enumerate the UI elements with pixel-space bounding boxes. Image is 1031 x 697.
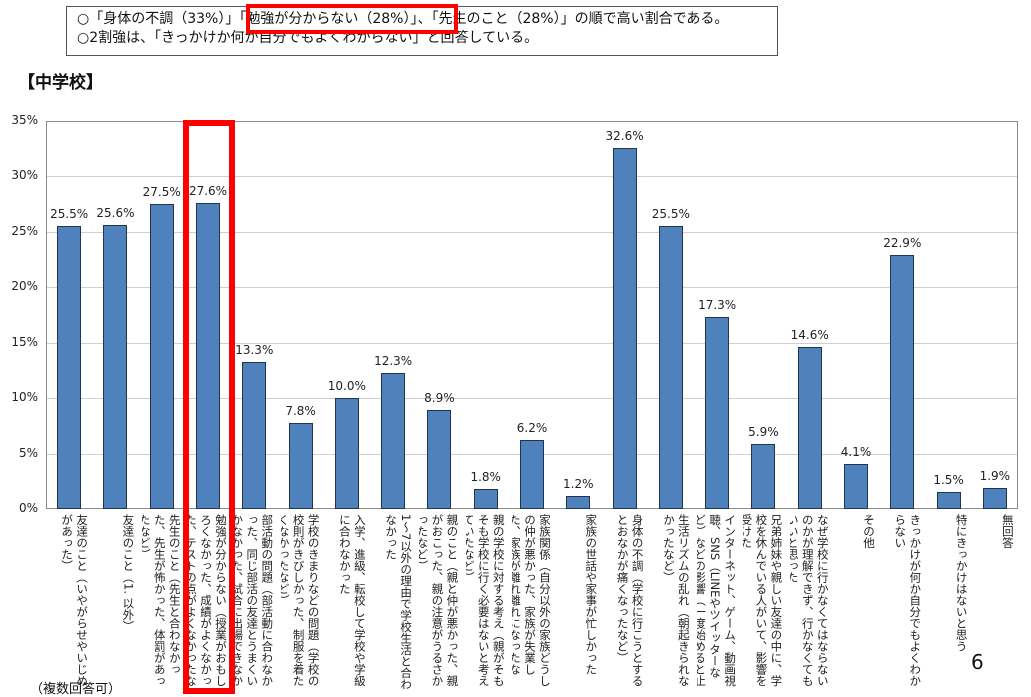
bar (103, 225, 128, 509)
bar-value-label: 22.9% (883, 236, 922, 251)
bar-value-label: 27.6% (188, 184, 228, 199)
bar (334, 398, 359, 509)
gridline (47, 231, 1017, 233)
category-label: その他 (862, 514, 876, 549)
y-tick-label: 5% (18, 445, 38, 460)
bar-value-label: 25.6% (96, 206, 135, 221)
category-label: 兄弟姉妹や親しい友達の中に、学校を休んでいる人がいて、影響を受けた (743, 514, 784, 687)
bar-value-label: 4.1% (840, 444, 872, 459)
bar-value-label: 13.3% (235, 342, 274, 357)
bar-value-label: 27.5% (142, 185, 181, 200)
bar-value-label: 5.9% (748, 424, 779, 439)
bar-value-label: 14.6% (790, 328, 829, 343)
category-label: 学校のきまりなどの問題（学校の校則がきびしかった、制服を着たくなかったなど） (280, 514, 321, 687)
y-tick-label: 35% (11, 113, 38, 127)
category-label: インターネット、ゲーム、動画視聴、SNS（LINEやツイッターなど）などの影響（… (697, 514, 738, 687)
bar-value-label: 7.8% (285, 403, 316, 418)
bar-value-label: 25.5% (50, 207, 89, 222)
gridline (47, 342, 1017, 344)
bar (242, 361, 267, 509)
category-label: 部活動の問題（部活動に合わなかった、同じ部活の友達とうまくいかなかった、試合に出… (234, 514, 275, 687)
footnote-multiple-answers: （複数回答可） (30, 682, 122, 697)
category-label: 先生のこと（先生と合わなかった、先生が怖かった、体罰があったなど） (141, 514, 182, 687)
gridline (47, 287, 1017, 289)
bar-value-label: 10.0% (327, 379, 366, 394)
category-label: 家族関係（自分以外の家族どうしの仲が悪かった、家族が失業した、家族が離れ離れにな… (512, 514, 552, 687)
gridline (47, 176, 1017, 178)
bar (520, 440, 544, 509)
bar (149, 204, 174, 509)
bar (473, 489, 498, 509)
highlight-box-summary (246, 4, 458, 34)
bar (566, 495, 591, 509)
bar (196, 203, 220, 509)
bar-value-label: 1.9% (979, 468, 1011, 483)
category-label: 親のこと（親と仲が悪かった、親がおこった、親の注意がうるさかったなど） (419, 514, 460, 687)
category-label: なぜ学校に行かなくてはならないのかが理解できず、行かなくてもいいと思った (789, 514, 830, 687)
category-label: きっかけが何か自分でもよくわからない (893, 514, 923, 687)
bar-value-label: 25.5% (651, 207, 690, 222)
bar-value-label: 1.2% (563, 476, 594, 491)
category-label: 友達のこと（1. 以外） (121, 514, 136, 633)
category-label: 生活リズムの乱れ（朝起きられなかったなど） (661, 514, 691, 687)
category-label: 身体の不調（学校に行こうとするとおなかが痛くなったなど） (615, 514, 645, 687)
bar-value-label: 1.8% (470, 470, 501, 485)
bar-value-label: 12.3% (374, 353, 413, 368)
y-tick-label: 25% (11, 223, 38, 238)
category-label: 入学、進級、転校して学校や学級に合わなかった (337, 514, 367, 687)
summary-box: ○「身体の不調（33%）」「勉強が分からない（28%）」、「先生のこと（28%）… (66, 6, 778, 56)
bar (890, 255, 915, 509)
gridline (47, 398, 1017, 400)
bar (936, 492, 961, 509)
bar (844, 463, 868, 509)
bar (982, 487, 1007, 509)
category-label: 友達のこと（いやがらせやいじめがあった） (60, 514, 90, 687)
category-label: 勉強が分からない（授業がおもしろくなかった、成績がよくなかった、テストの点がよく… (188, 514, 228, 687)
bar (797, 347, 822, 509)
bar-value-label: 8.9% (424, 391, 455, 406)
category-label: 無回答 (1000, 514, 1015, 549)
bar (705, 317, 730, 509)
y-tick-label: 20% (11, 279, 38, 294)
category-label: 1～7以外の理由で学校生活と合わなかった (384, 514, 414, 690)
bar (57, 226, 82, 509)
category-label: 親の学校に対する考え（親がそもそも学校に行く必要はないと考えていたなど） (465, 514, 506, 687)
bar (427, 410, 452, 509)
category-label: 特にきっかけはないと思う (954, 514, 969, 652)
bar-value-label: 32.6% (605, 128, 644, 143)
bar-value-label: 6.2% (516, 421, 548, 436)
page-number: 6 (971, 650, 984, 674)
bar (612, 147, 637, 509)
section-title: 【中学校】 (18, 73, 103, 93)
category-label: 家族の世話や家事が忙しかった (584, 514, 599, 675)
y-tick-label: 10% (11, 390, 38, 405)
bar (658, 226, 683, 509)
bar (381, 372, 406, 509)
summary-line-2: ○2割強は、「きっかけか何か自分でもよくわからない」と回答している。 (77, 30, 539, 46)
bar (288, 422, 313, 509)
y-tick-label: 0% (18, 501, 38, 515)
summary-line-1: ○「身体の不調（33%）」「勉強が分からない（28%）」、「先生のこと（28%）… (77, 11, 729, 27)
y-tick-label: 15% (11, 334, 38, 349)
bar-value-label: 1.5% (933, 473, 964, 488)
bar (751, 443, 776, 509)
bar-value-label: 17.3% (698, 298, 737, 313)
y-tick-label: 30% (11, 168, 38, 183)
highlight-box-bar-study (183, 120, 235, 694)
